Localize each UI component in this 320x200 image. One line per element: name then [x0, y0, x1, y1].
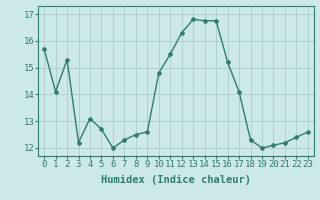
X-axis label: Humidex (Indice chaleur): Humidex (Indice chaleur) [101, 175, 251, 185]
